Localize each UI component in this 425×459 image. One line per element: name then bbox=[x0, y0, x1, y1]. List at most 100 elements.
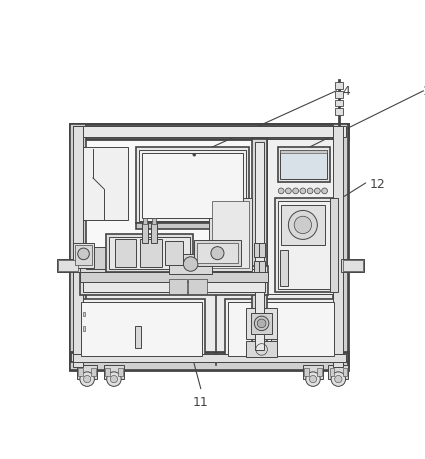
Bar bbox=[281, 205, 325, 245]
Bar bbox=[77, 364, 97, 379]
Bar bbox=[252, 140, 266, 353]
Bar bbox=[246, 308, 277, 339]
Bar bbox=[275, 198, 333, 292]
Text: 14: 14 bbox=[335, 85, 351, 98]
Bar bbox=[58, 260, 79, 270]
Bar bbox=[73, 127, 346, 367]
Bar bbox=[152, 218, 156, 224]
Bar bbox=[280, 151, 327, 153]
Bar bbox=[280, 250, 289, 286]
Bar bbox=[317, 368, 322, 376]
Bar bbox=[255, 142, 264, 350]
Bar bbox=[246, 341, 277, 358]
Bar bbox=[115, 240, 136, 267]
Bar bbox=[343, 260, 363, 270]
Circle shape bbox=[184, 257, 198, 271]
Bar bbox=[80, 266, 268, 295]
Bar bbox=[73, 127, 83, 367]
Bar bbox=[86, 247, 122, 269]
Bar bbox=[271, 326, 277, 348]
Circle shape bbox=[107, 372, 121, 386]
Circle shape bbox=[294, 216, 312, 234]
Bar bbox=[251, 313, 272, 334]
Bar bbox=[332, 123, 348, 369]
Bar bbox=[225, 299, 337, 359]
Bar bbox=[79, 368, 83, 376]
Circle shape bbox=[331, 372, 346, 386]
Text: 12: 12 bbox=[369, 178, 385, 191]
Circle shape bbox=[211, 246, 224, 260]
Bar bbox=[212, 201, 249, 268]
Bar bbox=[118, 368, 123, 376]
Bar bbox=[142, 153, 243, 218]
Circle shape bbox=[309, 375, 317, 383]
Bar bbox=[165, 241, 184, 265]
Bar bbox=[135, 326, 141, 348]
Circle shape bbox=[286, 188, 291, 194]
Bar bbox=[343, 368, 347, 376]
Circle shape bbox=[255, 316, 269, 330]
Bar bbox=[151, 221, 157, 243]
Bar bbox=[140, 240, 162, 267]
Bar bbox=[104, 364, 124, 379]
Text: 11: 11 bbox=[193, 397, 209, 409]
Bar bbox=[70, 123, 86, 369]
Bar bbox=[278, 147, 330, 182]
Bar bbox=[91, 368, 96, 376]
Circle shape bbox=[306, 372, 320, 386]
Bar bbox=[70, 292, 348, 364]
Circle shape bbox=[257, 319, 266, 328]
Bar bbox=[304, 368, 309, 376]
Bar bbox=[341, 259, 364, 272]
Bar bbox=[109, 237, 190, 269]
Bar bbox=[57, 259, 80, 272]
Bar bbox=[105, 368, 110, 376]
Bar bbox=[81, 147, 128, 220]
Bar bbox=[142, 221, 148, 243]
Bar bbox=[169, 254, 212, 274]
Bar bbox=[254, 261, 259, 275]
Bar bbox=[209, 198, 252, 270]
Bar bbox=[70, 352, 348, 364]
Bar bbox=[106, 235, 193, 272]
Circle shape bbox=[314, 188, 320, 194]
Bar bbox=[335, 108, 343, 115]
Bar bbox=[332, 127, 343, 367]
Circle shape bbox=[193, 153, 196, 156]
Text: 13: 13 bbox=[422, 85, 425, 98]
Bar bbox=[136, 224, 249, 229]
Bar bbox=[278, 201, 330, 289]
Bar bbox=[73, 243, 94, 269]
Circle shape bbox=[78, 248, 89, 260]
Bar bbox=[79, 299, 205, 359]
Bar bbox=[280, 151, 327, 179]
Circle shape bbox=[335, 375, 342, 383]
Bar bbox=[335, 82, 343, 89]
Bar bbox=[330, 368, 334, 376]
Bar bbox=[197, 243, 238, 263]
Bar bbox=[70, 123, 348, 140]
Bar bbox=[81, 302, 202, 356]
Bar bbox=[335, 91, 343, 97]
Bar bbox=[259, 261, 265, 275]
Bar bbox=[169, 279, 187, 294]
Bar bbox=[75, 245, 92, 265]
Bar bbox=[80, 140, 340, 294]
Bar bbox=[227, 302, 334, 356]
Circle shape bbox=[293, 188, 298, 194]
Bar bbox=[194, 240, 241, 266]
Circle shape bbox=[80, 372, 94, 386]
Bar bbox=[70, 363, 348, 369]
Circle shape bbox=[110, 375, 118, 383]
Circle shape bbox=[322, 188, 328, 194]
Bar bbox=[73, 127, 346, 137]
Bar bbox=[330, 198, 337, 292]
Bar bbox=[259, 243, 265, 257]
Circle shape bbox=[84, 375, 91, 383]
Bar bbox=[80, 272, 268, 282]
Circle shape bbox=[300, 188, 306, 194]
Bar bbox=[70, 123, 348, 369]
Bar bbox=[73, 354, 346, 362]
Bar bbox=[335, 100, 343, 106]
Bar bbox=[80, 256, 145, 272]
